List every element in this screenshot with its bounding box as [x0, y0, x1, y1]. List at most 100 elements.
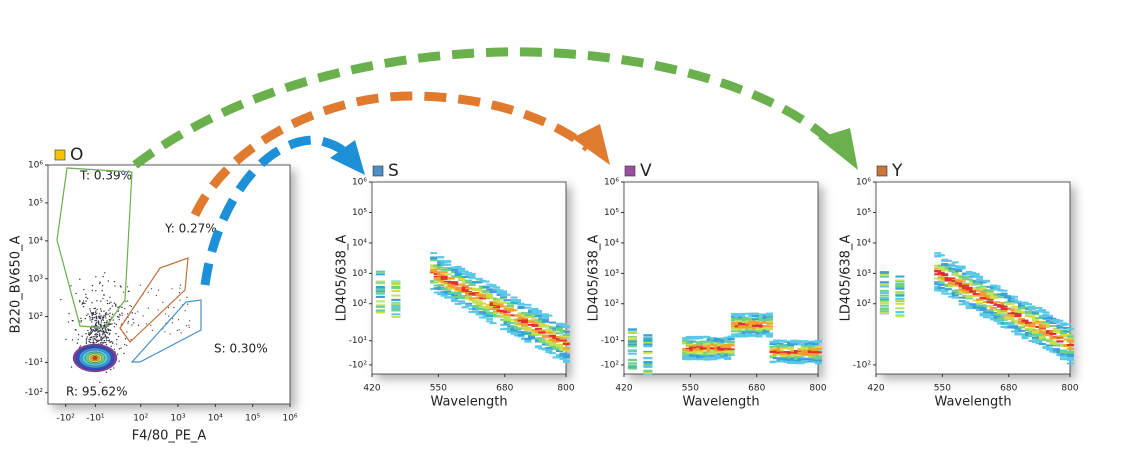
density-cell: [486, 315, 494, 318]
density-cell: [755, 335, 763, 338]
gate-y: [119, 257, 189, 343]
density-cell: [990, 296, 998, 299]
density-cell: [776, 351, 784, 354]
density-dot: [119, 314, 121, 316]
density-dot: [139, 284, 141, 286]
density-cell: [541, 319, 549, 322]
density-cell: [727, 337, 735, 340]
density-dot: [164, 331, 166, 333]
density-cell: [534, 346, 542, 349]
x-tick-label: 10⁵: [245, 414, 260, 424]
density-cell: [1018, 333, 1026, 336]
density-dot: [95, 332, 97, 335]
density-cell: [627, 328, 637, 331]
density-dot: [110, 345, 112, 347]
density-dot: [112, 319, 115, 321]
density-cell: [748, 331, 756, 334]
density-dot: [126, 331, 128, 333]
density-cell: [524, 340, 532, 343]
density-dot: [91, 289, 93, 292]
density-dot: [118, 318, 120, 321]
density-dot: [120, 347, 122, 349]
density-cell: [510, 329, 518, 332]
density-dot: [123, 352, 125, 355]
density-cell: [1028, 315, 1036, 318]
density-cell: [375, 300, 385, 303]
density-cell: [458, 300, 466, 303]
density-cell: [1031, 336, 1039, 339]
density-cell: [1021, 306, 1029, 309]
density-cell: [710, 343, 718, 346]
density-dot: [85, 314, 88, 317]
density-dot: [71, 339, 74, 341]
density-dot: [102, 332, 104, 335]
density-cell: [979, 308, 987, 311]
density-dot: [188, 324, 190, 326]
density-cell: [1035, 330, 1043, 333]
density-cell: [941, 290, 949, 293]
density-dot: [100, 315, 102, 317]
density-cell: [524, 332, 532, 335]
density-cell: [766, 318, 774, 321]
density-cell: [1045, 334, 1053, 337]
density-cell: [461, 270, 469, 273]
density-dot: [171, 322, 174, 324]
density-cell: [391, 290, 401, 293]
density-dot: [79, 278, 81, 280]
density-cell: [937, 254, 945, 257]
density-cell: [958, 267, 966, 270]
density-cell: [1011, 295, 1019, 298]
density-cell: [510, 321, 518, 324]
density-dot: [117, 353, 119, 355]
density-cell: [703, 345, 711, 348]
density-cell: [748, 322, 756, 325]
density-dot: [124, 307, 126, 310]
density-cell: [559, 357, 567, 360]
density-cell: [965, 286, 973, 289]
density-cell: [643, 360, 653, 363]
density-dot: [96, 329, 98, 331]
density-dot: [162, 301, 164, 303]
density-dot: [133, 322, 135, 324]
density-dot: [90, 336, 92, 339]
density-cell: [944, 264, 952, 267]
density-contour: [92, 356, 98, 360]
density-cell: [1031, 311, 1039, 314]
density-cell: [879, 292, 889, 295]
density-cell: [986, 292, 994, 295]
density-dot: [98, 330, 100, 332]
density-dot: [90, 312, 93, 314]
density-cell: [772, 348, 780, 351]
density-dot: [70, 285, 72, 287]
density-cell: [482, 291, 490, 294]
density-dot: [126, 313, 129, 315]
density-cell: [534, 333, 542, 336]
density-dot: [101, 289, 103, 292]
density-cell: [627, 343, 637, 346]
density-dot: [99, 281, 101, 284]
density-cell: [779, 345, 787, 348]
density-cell: [486, 320, 494, 323]
density-cell: [685, 337, 693, 340]
density-cell: [1035, 338, 1043, 341]
density-cell: [489, 284, 497, 287]
density-cell: [786, 345, 794, 348]
density-cell: [1056, 340, 1064, 343]
density-cell: [514, 318, 522, 321]
density-cell: [465, 294, 473, 297]
density-cell: [465, 304, 473, 307]
density-dot: [151, 329, 153, 331]
density-cell: [811, 353, 819, 356]
density-dot: [113, 302, 116, 304]
density-dot: [79, 345, 82, 347]
density-cell: [1066, 362, 1074, 365]
density-dot: [113, 367, 115, 369]
density-dot: [110, 368, 112, 371]
density-cell: [731, 313, 739, 316]
density-cell: [517, 333, 525, 336]
y-tick-label: 10⁵: [352, 208, 367, 218]
density-cell: [517, 335, 525, 338]
density-dot: [79, 301, 81, 303]
y-tick-label: 10²: [604, 299, 619, 309]
density-cell: [958, 300, 966, 303]
